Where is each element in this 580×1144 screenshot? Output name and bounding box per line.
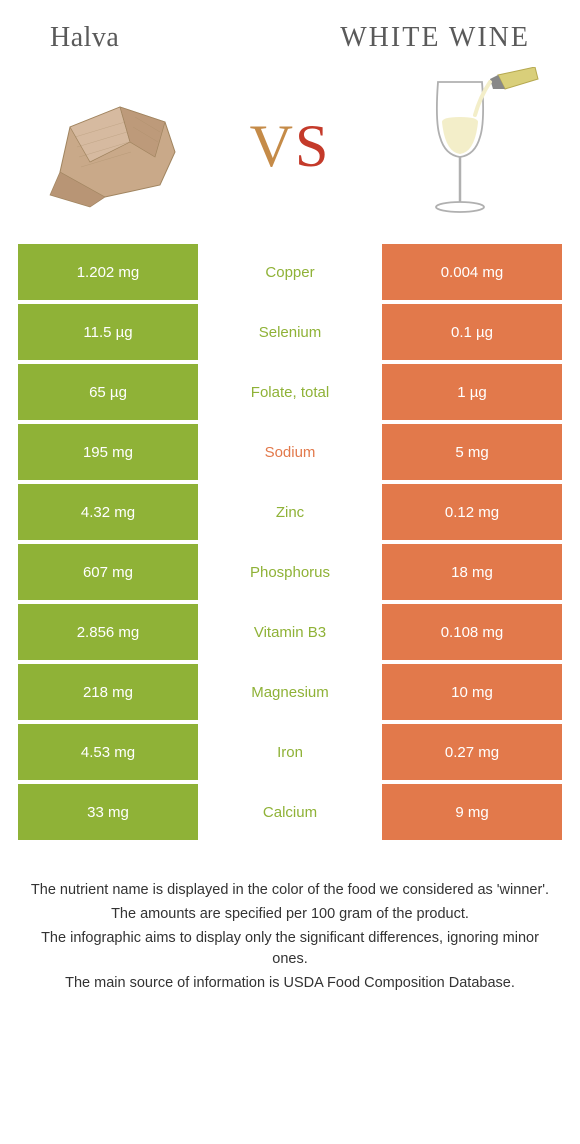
vs-v-letter: V — [250, 113, 295, 179]
left-value-cell: 4.32 mg — [18, 484, 198, 540]
footnote-line: The amounts are specified per 100 gram o… — [25, 904, 555, 926]
nutrient-comparison-table: 1.202 mgCopper0.004 mg11.5 µgSelenium0.1… — [18, 244, 562, 840]
table-row: 195 mgSodium5 mg — [18, 424, 562, 480]
bottle-pour-icon — [475, 67, 538, 115]
left-value-cell: 1.202 mg — [18, 244, 198, 300]
nutrient-label-cell: Selenium — [200, 304, 380, 360]
right-value-cell: 0.108 mg — [382, 604, 562, 660]
left-value-cell: 218 mg — [18, 664, 198, 720]
right-value-cell: 18 mg — [382, 544, 562, 600]
right-food-title: WHITE WINE — [340, 22, 530, 54]
wine-glass-icon — [436, 82, 484, 212]
comparison-images-row: VS — [0, 54, 580, 244]
nutrient-label-cell: Iron — [200, 724, 380, 780]
left-value-cell: 607 mg — [18, 544, 198, 600]
table-row: 2.856 mgVitamin B30.108 mg — [18, 604, 562, 660]
left-value-cell: 65 µg — [18, 364, 198, 420]
nutrient-label-cell: Folate, total — [200, 364, 380, 420]
table-row: 607 mgPhosphorus18 mg — [18, 544, 562, 600]
right-value-cell: 1 µg — [382, 364, 562, 420]
nutrient-label-cell: Magnesium — [200, 664, 380, 720]
left-value-cell: 2.856 mg — [18, 604, 198, 660]
halva-illustration — [30, 72, 200, 222]
right-value-cell: 0.12 mg — [382, 484, 562, 540]
footnotes-block: The nutrient name is displayed in the co… — [0, 840, 580, 995]
table-row: 33 mgCalcium9 mg — [18, 784, 562, 840]
table-row: 65 µgFolate, total1 µg — [18, 364, 562, 420]
nutrient-label-cell: Copper — [200, 244, 380, 300]
footnote-line: The infographic aims to display only the… — [25, 928, 555, 972]
right-value-cell: 10 mg — [382, 664, 562, 720]
nutrient-label-cell: Sodium — [200, 424, 380, 480]
right-value-cell: 5 mg — [382, 424, 562, 480]
right-value-cell: 0.27 mg — [382, 724, 562, 780]
right-value-cell: 9 mg — [382, 784, 562, 840]
table-row: 4.53 mgIron0.27 mg — [18, 724, 562, 780]
table-row: 11.5 µgSelenium0.1 µg — [18, 304, 562, 360]
nutrient-label-cell: Calcium — [200, 784, 380, 840]
footnote-line: The main source of information is USDA F… — [25, 973, 555, 995]
nutrient-label-cell: Vitamin B3 — [200, 604, 380, 660]
wine-illustration — [380, 72, 550, 222]
left-value-cell: 33 mg — [18, 784, 198, 840]
footnote-line: The nutrient name is displayed in the co… — [25, 880, 555, 902]
table-row: 4.32 mgZinc0.12 mg — [18, 484, 562, 540]
vs-s-letter: S — [295, 113, 330, 179]
right-value-cell: 0.1 µg — [382, 304, 562, 360]
table-row: 218 mgMagnesium10 mg — [18, 664, 562, 720]
comparison-header: Halva WHITE WINE — [0, 0, 580, 54]
vs-label: VS — [250, 112, 331, 181]
left-value-cell: 195 mg — [18, 424, 198, 480]
left-value-cell: 11.5 µg — [18, 304, 198, 360]
left-value-cell: 4.53 mg — [18, 724, 198, 780]
table-row: 1.202 mgCopper0.004 mg — [18, 244, 562, 300]
nutrient-label-cell: Zinc — [200, 484, 380, 540]
right-value-cell: 0.004 mg — [382, 244, 562, 300]
left-food-title: Halva — [50, 22, 119, 54]
nutrient-label-cell: Phosphorus — [200, 544, 380, 600]
